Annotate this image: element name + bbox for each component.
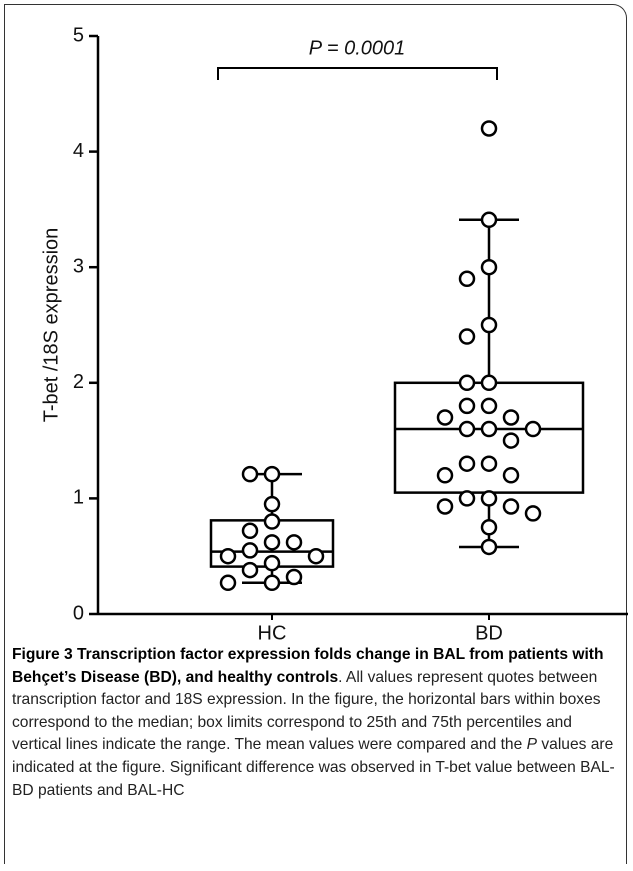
y-tick-label: 0 xyxy=(73,602,84,624)
data-point xyxy=(285,534,303,551)
data-point xyxy=(436,467,454,484)
significance-bracket xyxy=(217,67,498,80)
y-tick-label: 4 xyxy=(73,140,84,162)
caption: Figure 3 Transcription factor expression… xyxy=(12,644,622,802)
caption-text: . All values represent quotes between tr… xyxy=(12,668,601,754)
data-point xyxy=(480,538,498,556)
data-point xyxy=(480,258,498,276)
y-tick-label: 1 xyxy=(73,487,84,509)
data-point xyxy=(524,420,542,438)
caption-title: Figure 3 Transcription factor expression… xyxy=(12,646,604,686)
data-point xyxy=(480,420,498,438)
data-point xyxy=(480,455,498,472)
y-axis-label: T-bet /18S expression xyxy=(40,228,62,423)
data-point xyxy=(285,568,303,586)
data-point xyxy=(241,522,259,540)
data-point xyxy=(263,574,281,592)
data-point xyxy=(241,542,259,559)
caption-text: values are indicated at the figure. Sign… xyxy=(12,736,615,799)
data-point xyxy=(263,534,281,551)
data-point xyxy=(502,467,520,484)
data-point xyxy=(480,120,498,137)
data-point xyxy=(219,574,237,592)
data-point xyxy=(436,409,454,426)
data-point xyxy=(480,490,498,507)
data-point xyxy=(480,316,498,334)
data-point xyxy=(263,513,281,530)
data-point xyxy=(480,211,498,229)
x-tick-label: HC xyxy=(258,622,287,640)
data-point xyxy=(241,465,259,483)
data-point xyxy=(458,455,476,472)
data-point xyxy=(480,519,498,536)
y-tick-label: 2 xyxy=(73,371,84,393)
caption-text: P xyxy=(526,736,538,754)
data-point xyxy=(263,495,281,513)
data-point xyxy=(263,554,281,572)
data-point xyxy=(263,465,281,483)
data-point xyxy=(524,505,542,522)
data-point xyxy=(458,490,476,507)
data-point xyxy=(502,409,520,426)
data-point xyxy=(458,397,476,415)
data-point xyxy=(307,547,325,565)
y-tick-label: 5 xyxy=(73,24,84,46)
data-point xyxy=(219,547,237,565)
y-tick-label: 3 xyxy=(73,255,84,277)
data-point xyxy=(241,561,259,579)
data-point xyxy=(458,374,476,392)
data-point xyxy=(458,270,476,288)
data-point xyxy=(458,328,476,345)
data-point xyxy=(480,397,498,415)
data-point xyxy=(436,498,454,515)
data-point xyxy=(502,498,520,515)
significance-label: P = 0.0001 xyxy=(309,37,406,59)
figure-frame xyxy=(4,4,627,864)
data-point xyxy=(480,374,498,392)
data-point xyxy=(502,432,520,449)
x-tick-label: BD xyxy=(475,622,503,640)
data-point xyxy=(458,420,476,438)
chart: T-bet /18S expression P = 0.0001 0 1 2 3 4 5 H… xyxy=(40,24,628,640)
